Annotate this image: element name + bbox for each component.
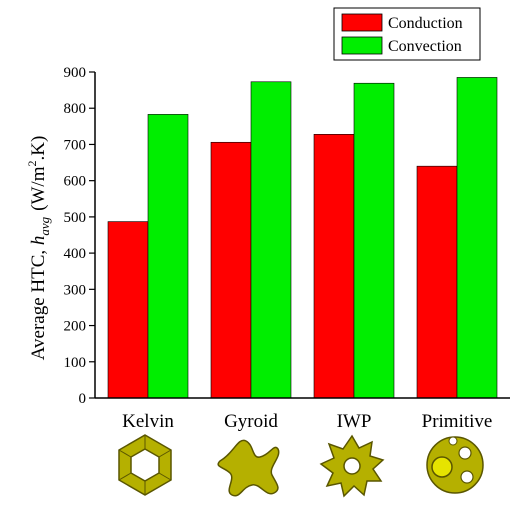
legend-label-convection: Convection [388,38,462,55]
y-tick-label: 900 [64,65,87,81]
x-category-label: Kelvin [122,411,174,432]
y-tick-label: 0 [79,391,87,407]
y-axis-ticks: 0 100 200 300 400 500 600 700 800 900 [64,65,95,407]
gyroid-cell-icon [217,439,280,497]
bar-convection-primitive [456,77,498,399]
unit-cell-icons [118,434,484,498]
bar-conduction-iwp [313,134,355,399]
y-tick-label: 200 [64,319,87,335]
bar-convection-kelvin [147,114,189,399]
x-axis-category-labels: Kelvin Gyroid IWP Primitive [122,411,492,432]
primitive-cell-icon [426,436,484,494]
x-category-label: Primitive [422,411,493,432]
iwp-cell-icon [319,434,385,498]
y-tick-label: 700 [64,137,87,153]
x-category-label: IWP [337,411,372,432]
legend-label-conduction: Conduction [388,15,463,32]
bars [107,77,498,399]
legend-swatch-convection [341,36,383,55]
legend: Conduction Convection [333,7,481,61]
bar-convection-gyroid [250,81,292,399]
bar-conduction-primitive [416,165,458,399]
bar-conduction-kelvin [107,221,149,399]
legend-swatch-conduction [341,13,383,32]
y-tick-label: 300 [64,282,87,298]
y-tick-label: 800 [64,101,87,117]
y-tick-label: 500 [64,210,87,226]
y-axis-label: Average HTC, havg(W/m2.K) [25,136,52,361]
kelvin-cell-icon [118,434,172,496]
y-tick-label: 600 [64,174,87,190]
bar-conduction-gyroid [210,141,252,399]
bar-convection-iwp [353,82,395,399]
x-category-label: Gyroid [224,411,278,432]
y-tick-label: 400 [64,246,87,262]
y-tick-label: 100 [64,355,87,371]
